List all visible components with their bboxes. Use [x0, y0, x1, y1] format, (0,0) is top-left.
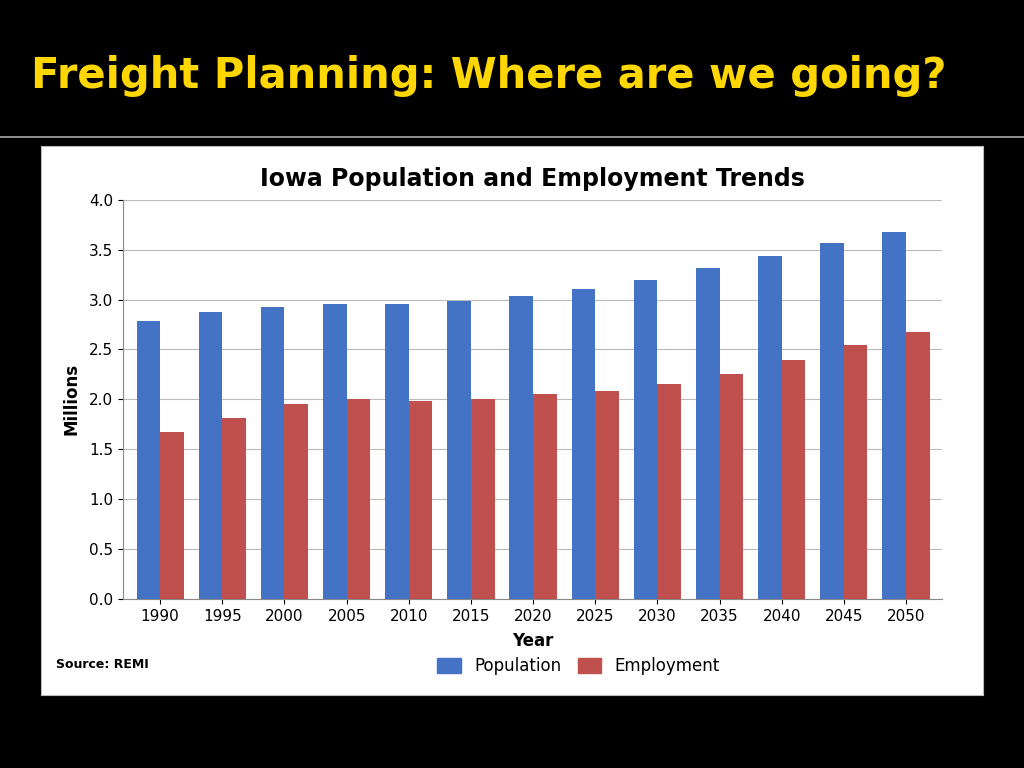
Bar — [199, 312, 222, 599]
Bar — [222, 419, 246, 599]
Bar — [261, 306, 285, 599]
Bar — [160, 432, 183, 599]
Text: Freight Planning: Where are we going?: Freight Planning: Where are we going? — [31, 55, 946, 97]
Bar — [323, 303, 347, 599]
Text: Wednesday, December 1, 2010: Wednesday, December 1, 2010 — [20, 738, 239, 752]
Bar — [534, 395, 557, 599]
Bar — [820, 243, 844, 599]
Bar — [409, 402, 432, 599]
Bar — [571, 289, 595, 599]
Legend: Population, Employment: Population, Employment — [431, 650, 726, 682]
X-axis label: Year: Year — [512, 632, 553, 650]
Bar — [347, 399, 371, 599]
Title: Iowa Population and Employment Trends: Iowa Population and Employment Trends — [260, 167, 805, 190]
Bar — [906, 333, 930, 599]
Bar — [385, 303, 409, 599]
Text: 5: 5 — [984, 738, 993, 752]
Bar — [781, 360, 805, 599]
Bar — [758, 256, 781, 599]
Bar — [471, 399, 495, 599]
Text: Source: REMI: Source: REMI — [56, 658, 150, 671]
Bar — [720, 375, 743, 599]
Y-axis label: Millions: Millions — [62, 363, 81, 435]
Bar — [883, 232, 906, 599]
Bar — [844, 346, 867, 599]
Bar — [634, 280, 657, 599]
Bar — [285, 405, 308, 599]
Bar — [657, 385, 681, 599]
Bar — [447, 300, 471, 599]
Bar — [696, 267, 720, 599]
Bar — [595, 392, 618, 599]
Bar — [136, 322, 160, 599]
Bar — [510, 296, 534, 599]
